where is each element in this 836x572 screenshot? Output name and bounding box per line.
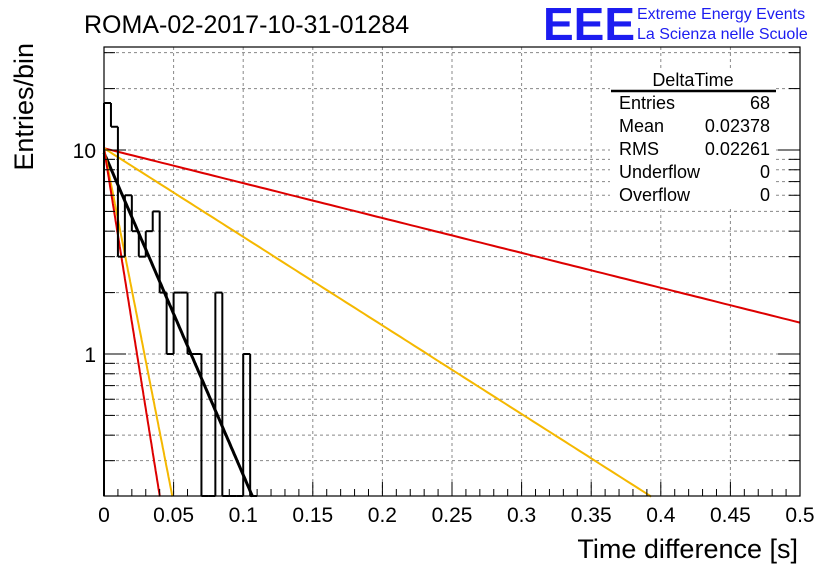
stats-box-name: DeltaTime [652, 70, 733, 90]
x-tick-label: 0.35 [571, 504, 612, 527]
stats-label-underflow: Underflow [619, 162, 701, 182]
y-tick-labels: 1 10 [73, 140, 96, 367]
stats-label-entries: Entries [619, 93, 675, 113]
y-tick-label: 10 [73, 140, 96, 163]
x-tick-label: 0 [98, 504, 110, 527]
y-tick-label: 1 [84, 344, 96, 367]
stats-value-mean: 0.02378 [705, 116, 770, 136]
stats-label-rms: RMS [619, 139, 659, 159]
logo-line-1: Extreme Energy Events [637, 6, 805, 23]
x-tick-label: 0.2 [368, 504, 397, 527]
x-tick-labels: 0 0.05 0.1 0.15 0.2 0.25 0.3 0.35 0.4 0.45 0.5 [98, 504, 814, 527]
run-title: ROMA-02-2017-10-31-01284 [84, 11, 409, 39]
exp-curve-orange [103, 147, 652, 498]
x-tick-label: 0.25 [432, 504, 473, 527]
stats-value-rms: 0.02261 [705, 139, 770, 159]
stats-value-entries: 68 [750, 93, 770, 113]
y-axis-title: Entries/bin [9, 43, 39, 171]
exp-curve-red [103, 148, 161, 497]
axis-ticks [103, 52, 801, 496]
stats-label-mean: Mean [619, 116, 664, 136]
stats-label-overflow: Overflow [619, 185, 691, 205]
x-tick-label: 0.15 [292, 504, 333, 527]
exponential-curves [102, 147, 801, 498]
x-tick-label: 0.4 [646, 504, 676, 527]
x-tick-label: 0.45 [710, 504, 751, 527]
exp-curve-orange [103, 147, 174, 497]
exp-curve-red [103, 147, 801, 324]
x-tick-label: 0.3 [507, 504, 536, 527]
stats-box: DeltaTime Entries 68 Mean 0.02378 RMS 0.02261… [610, 70, 776, 208]
x-tick-label: 0.5 [785, 504, 814, 527]
eee-logo: EEE [543, 0, 635, 50]
stats-value-overflow: 0 [760, 185, 770, 205]
x-axis-title: Time difference [s] [577, 534, 798, 564]
grid [104, 47, 800, 496]
x-tick-label: 0.1 [229, 504, 258, 527]
exp-curve-black [102, 152, 254, 498]
stats-value-underflow: 0 [760, 162, 770, 182]
logo-line-2: La Scienza nelle Scuole [637, 26, 808, 43]
x-tick-label: 0.05 [153, 504, 194, 527]
